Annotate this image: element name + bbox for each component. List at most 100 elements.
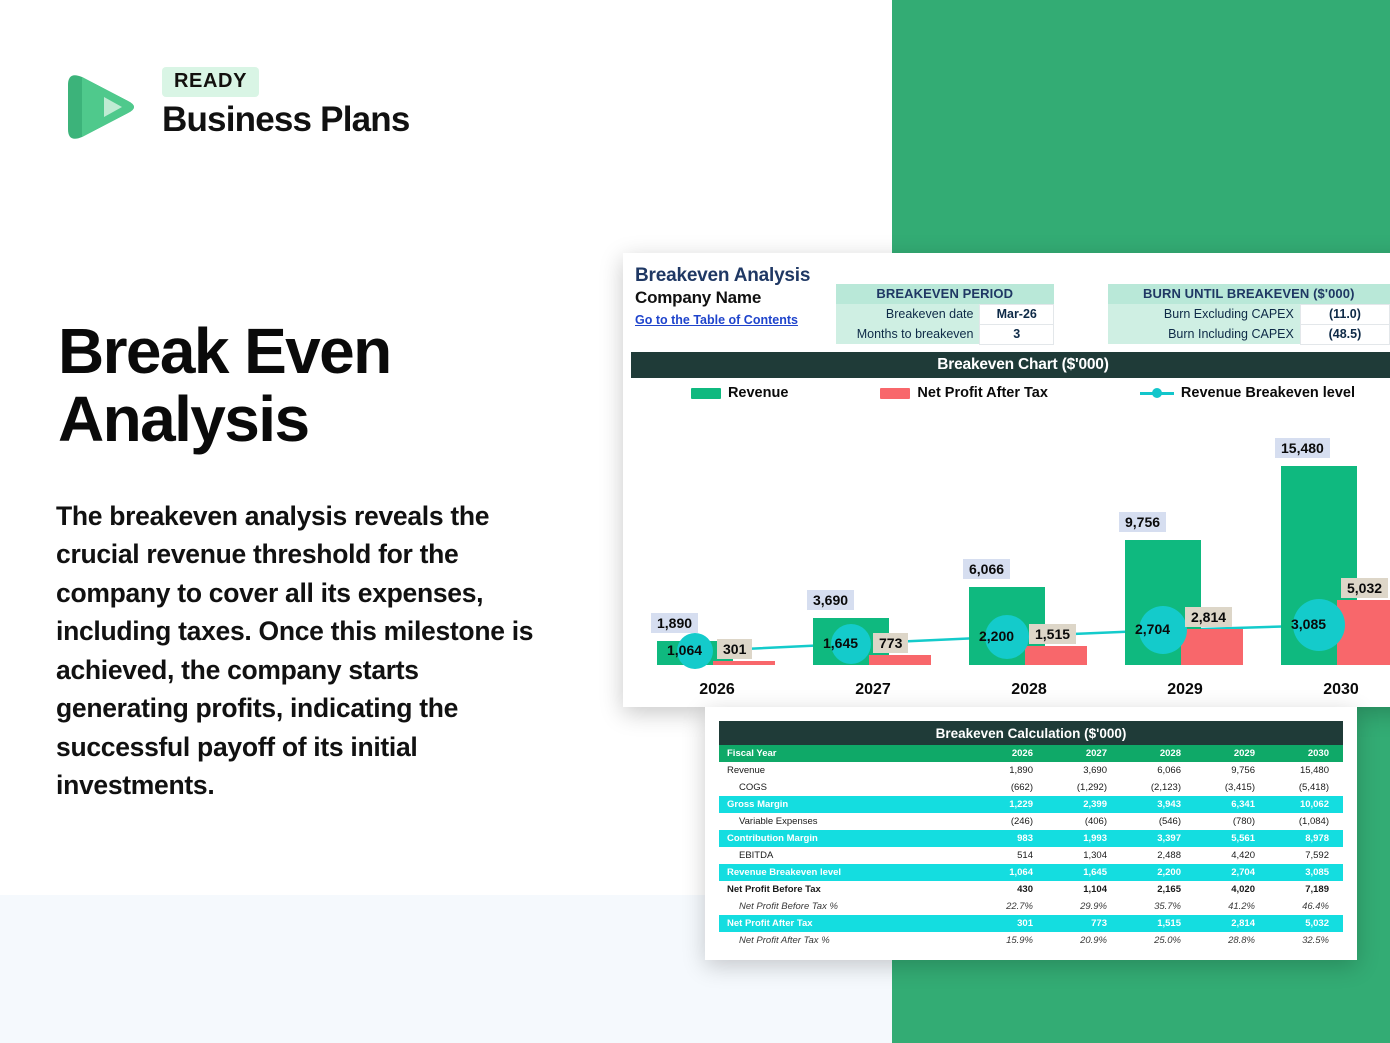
chart-title-banner: Breakeven Chart ($'000)	[631, 352, 1390, 378]
sheet-header: Breakeven Analysis Company Name Go to th…	[623, 253, 1390, 347]
row-value: (5,418)	[1298, 782, 1329, 793]
legend-item-npat: Net Profit After Tax	[880, 385, 1048, 401]
npat-bar[interactable]	[1025, 645, 1087, 665]
table-of-contents-link[interactable]: Go to the Table of Contents	[635, 313, 798, 327]
npat-swatch-icon	[880, 387, 911, 399]
npat-bar[interactable]	[869, 655, 931, 665]
row-label: Revenue Breakeven level	[719, 864, 973, 881]
row-value: 1,104	[1083, 884, 1107, 895]
row-value: 10,062	[1269, 796, 1343, 813]
row-value: 22.7%	[1006, 901, 1033, 912]
chart-legend: Revenue Net Profit After Tax Revenue Bre…	[631, 383, 1390, 403]
row-value: 35.7%	[1154, 901, 1181, 912]
row-value: (546)	[1158, 816, 1181, 827]
row-value: (780)	[1232, 816, 1255, 827]
table-row: Contribution Margin 983 1,993 3,397 5,561 8,9…	[719, 830, 1343, 847]
x-axis-label-2027: 2027	[855, 681, 891, 698]
row-value: 1,515	[1121, 915, 1195, 932]
calc-table-header-row: Fiscal Year 2026 2027 2028 2029 2030	[719, 745, 1343, 762]
row-value: 773	[1047, 915, 1121, 932]
legend-item-revenue: Revenue	[690, 385, 789, 401]
calc-col-2030: 2030	[1269, 745, 1343, 762]
npat-value-label: 773	[873, 633, 909, 654]
row-value: 20.9%	[1080, 935, 1107, 946]
calc-col-label: Fiscal Year	[719, 745, 973, 762]
breakeven-chart-plot: 1,890 301 1,064 2026 3,690 773 1,645 2027 6,066 1…	[623, 410, 1390, 707]
breakeven-period-table: BREAKEVEN PERIOD Breakeven date Mar-26 M…	[836, 284, 1054, 345]
breakeven-line-swatch-icon	[1139, 387, 1174, 399]
row-value: 3,690	[1047, 762, 1121, 779]
burn-excluding-capex-label: Burn Excluding CAPEX	[1108, 304, 1301, 324]
breakeven-marker[interactable]	[1293, 599, 1345, 652]
row-value: (662)	[1010, 782, 1033, 793]
calc-col-2028: 2028	[1121, 745, 1195, 762]
breakeven-marker[interactable]	[1139, 606, 1187, 655]
row-value: 7,592	[1305, 850, 1329, 861]
row-value: (3,415)	[1224, 782, 1255, 793]
row-value: 1,993	[1047, 830, 1121, 847]
breakeven-value-label: 2,704	[1135, 621, 1171, 638]
x-axis-label-2029: 2029	[1167, 681, 1203, 698]
row-value: 8,978	[1269, 830, 1343, 847]
row-label: Revenue	[719, 762, 973, 779]
revenue-swatch-icon	[690, 387, 721, 399]
row-value: 7,189	[1305, 884, 1329, 895]
npat-bar[interactable]	[713, 661, 775, 665]
row-value: (1,292)	[1076, 782, 1107, 793]
revenue-value-label: 1,890	[651, 612, 699, 633]
row-value: 1,890	[973, 762, 1047, 779]
row-value: 15.9%	[1006, 935, 1033, 946]
table-row: Variable Expenses (246) (406) (546) (780) (1,…	[719, 813, 1343, 830]
burn-including-capex-value: (48.5)	[1299, 323, 1390, 345]
table-row: Net Profit After Tax 301 773 1,515 2,814 5,03…	[719, 915, 1343, 932]
row-label: COGS	[739, 782, 767, 793]
calc-table-title: Breakeven Calculation ($'000)	[719, 721, 1343, 745]
breakeven-marker[interactable]	[985, 614, 1029, 659]
breakeven-calculation-card: Breakeven Calculation ($'000) Fiscal Yea…	[705, 707, 1357, 960]
legend-label-npat: Net Profit After Tax	[917, 385, 1048, 401]
page-body-text: The breakeven analysis reveals the cruci…	[56, 501, 534, 800]
sheet-subtitle: Company Name	[635, 288, 762, 307]
npat-bar[interactable]	[1181, 628, 1243, 665]
row-value: 2,488	[1157, 850, 1181, 861]
calc-col-2029: 2029	[1195, 745, 1269, 762]
row-value: 2,704	[1195, 864, 1269, 881]
row-value: 301	[973, 915, 1047, 932]
row-value: 6,066	[1121, 762, 1195, 779]
row-value: 1,645	[1047, 864, 1121, 881]
sheet-title: Breakeven Analysis	[635, 265, 811, 286]
row-value: 2,165	[1157, 884, 1181, 895]
x-axis-label-2030: 2030	[1323, 681, 1359, 698]
background-green-top-block	[892, 0, 1390, 266]
revenue-value-label: 3,690	[807, 589, 855, 610]
table-row: Revenue Breakeven level 1,064 1,645 2,200 2,…	[719, 864, 1343, 881]
months-to-breakeven-label: Months to breakeven	[836, 324, 980, 344]
breakeven-period-header: BREAKEVEN PERIOD	[836, 284, 1054, 304]
breakeven-marker[interactable]	[677, 633, 713, 670]
row-value: 46.4%	[1302, 901, 1329, 912]
brand-name: Business Plans	[162, 100, 410, 140]
breakeven-value-label: 3,085	[1291, 616, 1327, 633]
row-value: 514	[1017, 850, 1033, 861]
brand-logo: READY Business Plans	[58, 57, 410, 149]
row-value: 29.9%	[1080, 901, 1107, 912]
breakeven-marker[interactable]	[831, 623, 871, 664]
row-value: 32.5%	[1302, 935, 1329, 946]
row-label: EBITDA	[739, 850, 774, 861]
page-title: Break Even Analysis	[58, 315, 392, 455]
row-value: 5,561	[1195, 830, 1269, 847]
row-label: Contribution Margin	[719, 830, 973, 847]
row-value: 5,032	[1269, 915, 1343, 932]
table-row: Net Profit After Tax % 15.9% 20.9% 25.0% 28.…	[719, 932, 1343, 949]
row-value: 430	[1017, 884, 1033, 895]
table-row: Gross Margin 1,229 2,399 3,943 6,341 10,062	[719, 796, 1343, 813]
row-value: 1,229	[973, 796, 1047, 813]
npat-bar[interactable]	[1337, 600, 1390, 665]
legend-label-revenue: Revenue	[727, 385, 789, 401]
row-value: (1,084)	[1298, 816, 1329, 827]
row-label: Net Profit Before Tax	[727, 884, 821, 895]
calc-table: Fiscal Year 2026 2027 2028 2029 2030 Revenue 1…	[719, 745, 1343, 949]
background-green-bottom-block	[892, 958, 1390, 1043]
row-value: 6,341	[1195, 796, 1269, 813]
row-value: 25.0%	[1154, 935, 1181, 946]
